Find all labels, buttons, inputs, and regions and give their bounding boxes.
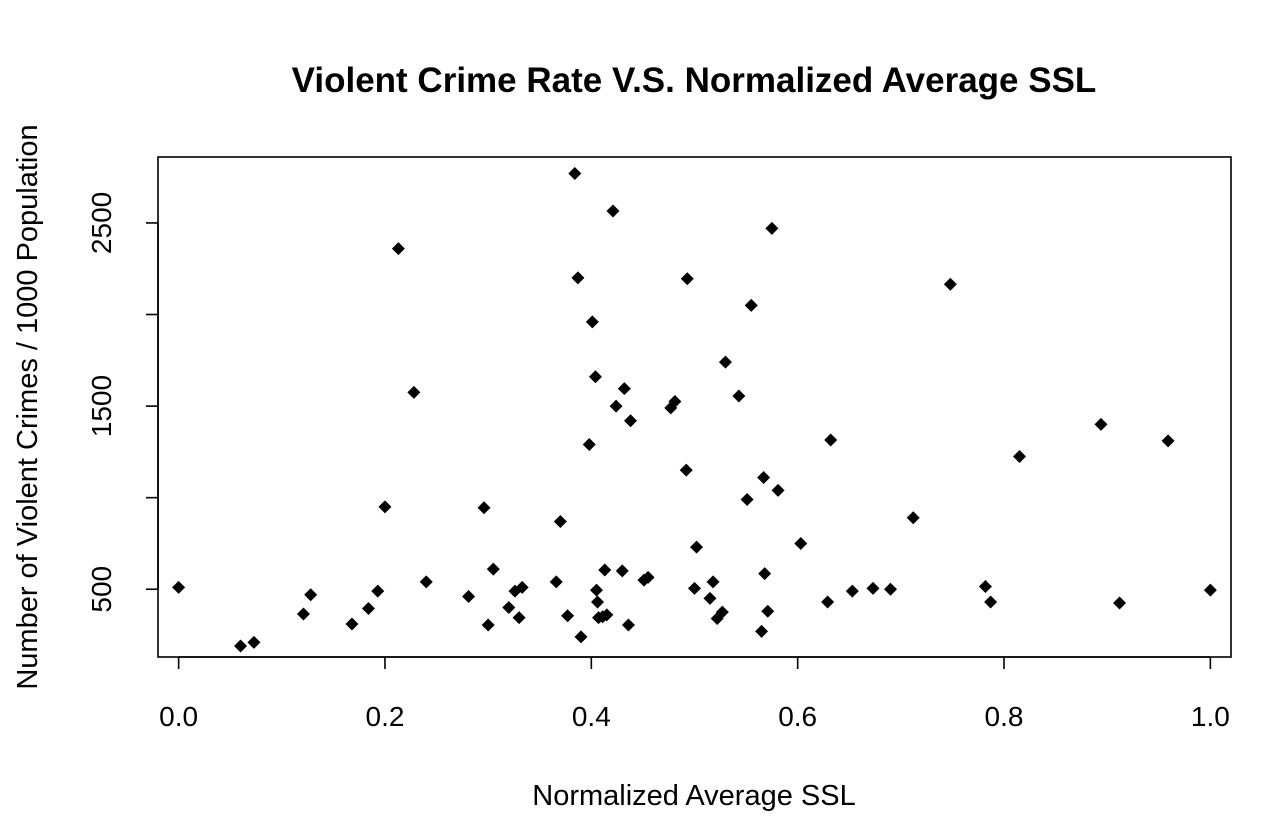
data-point (568, 166, 582, 180)
x-tick-label: 0.8 (985, 701, 1024, 732)
data-point (740, 492, 754, 506)
data-point (591, 595, 605, 609)
data-point (624, 414, 638, 428)
data-point (549, 575, 563, 589)
data-point (378, 500, 392, 514)
data-point (462, 590, 476, 604)
data-point (588, 370, 602, 384)
data-point (371, 584, 385, 598)
data-point (582, 438, 596, 452)
data-point (984, 595, 998, 609)
data-point (845, 584, 859, 598)
data-point (794, 536, 808, 550)
data-point (589, 583, 603, 597)
data-point (481, 618, 495, 632)
data-point (609, 399, 623, 413)
data-point (486, 562, 500, 576)
data-point (757, 471, 771, 485)
chart-title: Violent Crime Rate V.S. Normalized Avera… (292, 61, 1097, 100)
data-point (703, 591, 717, 605)
data-point (571, 271, 585, 285)
data-point (361, 601, 375, 615)
x-tick-label: 1.0 (1191, 701, 1230, 732)
data-point (732, 389, 746, 403)
data-point (391, 242, 405, 256)
x-axis: 0.0 0.2 0.4 0.6 0.8 1.0 (159, 656, 1230, 732)
data-point (824, 433, 838, 447)
data-point (419, 575, 433, 589)
data-point (755, 624, 769, 638)
x-tick-label: 0.4 (572, 701, 611, 732)
data-point (598, 563, 612, 577)
data-point (1012, 449, 1026, 463)
data-point (978, 579, 992, 593)
data-point (345, 617, 359, 631)
y-axis: 500 1500 2500 (86, 192, 159, 613)
data-point (943, 277, 957, 291)
data-point (668, 395, 682, 409)
x-axis-label: Normalized Average SSL (532, 780, 855, 812)
data-point (304, 588, 318, 602)
data-point (884, 582, 898, 596)
data-point (615, 564, 629, 578)
data-point (718, 355, 732, 369)
data-point (1113, 596, 1127, 610)
data-point (585, 315, 599, 329)
data-point (866, 581, 880, 595)
y-tick-label: 2500 (86, 192, 117, 254)
data-point (758, 567, 772, 581)
data-point (600, 608, 614, 622)
data-point (680, 272, 694, 286)
data-point (553, 514, 567, 528)
data-point (690, 540, 704, 554)
data-point (1161, 434, 1175, 448)
data-point (512, 611, 526, 625)
data-point (1203, 583, 1217, 597)
data-point (761, 604, 775, 618)
data-point (688, 581, 701, 595)
data-point (172, 580, 186, 594)
data-point (679, 463, 693, 477)
data-point (821, 595, 835, 609)
y-tick-label: 500 (86, 566, 117, 613)
data-point (407, 385, 421, 399)
x-tick-label: 0.0 (159, 701, 198, 732)
data-point (617, 382, 631, 396)
data-point (706, 575, 720, 589)
y-axis-label: Number of Violent Crimes / 1000 Populati… (12, 124, 44, 689)
data-point (515, 580, 529, 594)
x-tick-label: 0.6 (778, 701, 817, 732)
data-point (574, 630, 588, 644)
data-point (771, 483, 785, 497)
data-point (561, 609, 575, 623)
data-points (172, 166, 1217, 653)
data-point (247, 635, 261, 649)
data-point (715, 605, 729, 619)
data-point (502, 601, 516, 615)
y-tick-label: 1500 (86, 375, 117, 437)
data-point (744, 298, 758, 312)
x-tick-label: 0.2 (366, 701, 405, 732)
data-point (234, 639, 248, 653)
data-point (906, 511, 920, 525)
data-point (1094, 417, 1108, 431)
data-point (296, 607, 310, 621)
data-point (641, 570, 655, 584)
data-point (621, 618, 635, 632)
data-point (477, 501, 491, 515)
data-point (765, 221, 779, 235)
data-point (606, 204, 620, 218)
